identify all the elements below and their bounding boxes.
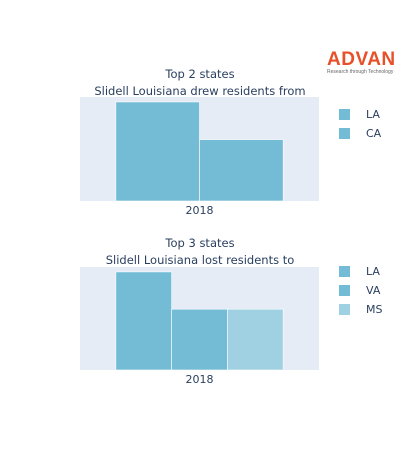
chart-1-x-tick-label: 2018: [186, 204, 214, 217]
chart-1-legend-label-la: LA: [366, 108, 380, 121]
chart-2-title-line-2: Slidell Louisiana lost residents to: [106, 253, 295, 267]
chart-2-title-line-1: Top 3 states: [164, 236, 234, 250]
chart-2-bar-va: [171, 308, 228, 371]
chart-2-x-tick-label: 2018: [186, 373, 214, 386]
chart-2-legend-swatch-la: [339, 266, 350, 277]
chart-1-legend-swatch-ca: [339, 128, 350, 139]
chart-2-bar-la: [115, 271, 172, 371]
logo-wordmark: ADVAN: [327, 49, 396, 70]
chart-1-title-line-1: Top 2 states: [164, 67, 234, 81]
logo-tagline: Research through Technology: [327, 69, 394, 75]
chart-1-bar-la: [115, 101, 200, 202]
chart-2-legend-label-ms: MS: [366, 303, 382, 316]
chart-2-legend-swatch-ms: [339, 304, 350, 315]
chart-1-title-line-2: Slidell Louisiana drew residents from: [94, 84, 305, 98]
chart-2-legend-swatch-va: [339, 285, 350, 296]
chart-1-legend-label-ca: CA: [366, 127, 382, 140]
advan-logo: ADVAN Research through Technology: [327, 50, 397, 75]
chart-2-bar-ms: [227, 308, 284, 371]
chart-1-legend-swatch-la: [339, 109, 350, 120]
chart-1-bar-ca: [199, 139, 284, 202]
chart-2-legend-label-va: VA: [366, 284, 381, 297]
chart-2-legend-label-la: LA: [366, 265, 380, 278]
